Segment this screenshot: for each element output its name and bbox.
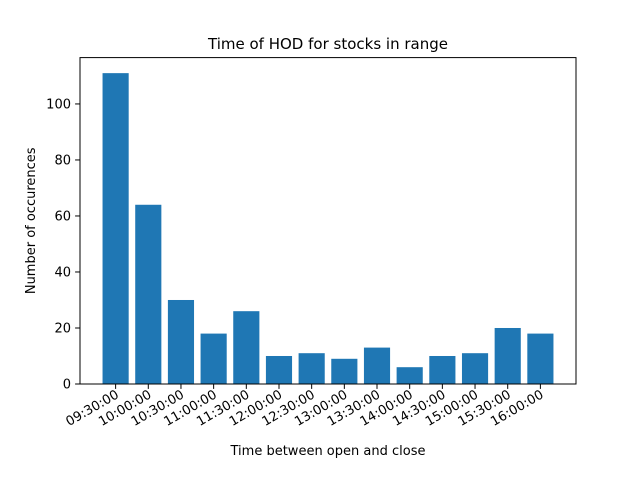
y-tick-label: 20: [54, 321, 71, 336]
bar-12:30:00: [298, 353, 325, 384]
y-tick-label: 40: [54, 265, 71, 280]
y-tick-label: 80: [54, 153, 71, 168]
bar-13:30:00: [363, 347, 391, 384]
bar-13:00:00: [331, 358, 358, 384]
bar-12:00:00: [265, 355, 293, 384]
y-tick-label: 60: [54, 209, 71, 224]
bar-10:00:00: [135, 204, 162, 384]
y-tick-label: 0: [63, 378, 71, 393]
bar-14:00:00: [396, 367, 423, 384]
bar-15:00:00: [461, 353, 489, 384]
bar-09:30:00: [102, 73, 129, 385]
y-tick-label: 100: [46, 97, 71, 112]
chart-title: Time of HOD for stocks in range: [207, 35, 448, 53]
plot-frame: [79, 57, 577, 385]
bar-15:30:00: [494, 327, 521, 384]
bar-14:30:00: [429, 355, 456, 384]
x-axis-label: Time between open and close: [230, 444, 426, 459]
bar-11:00:00: [200, 333, 227, 384]
bar-10:30:00: [167, 299, 195, 384]
y-axis-label: Number of occurences: [24, 147, 39, 294]
y-axis-ticks: 0 20 40 60 80 100: [46, 97, 80, 393]
bar-11:30:00: [233, 311, 260, 384]
bar-16:00:00: [527, 333, 554, 384]
bars-group: [102, 73, 554, 385]
